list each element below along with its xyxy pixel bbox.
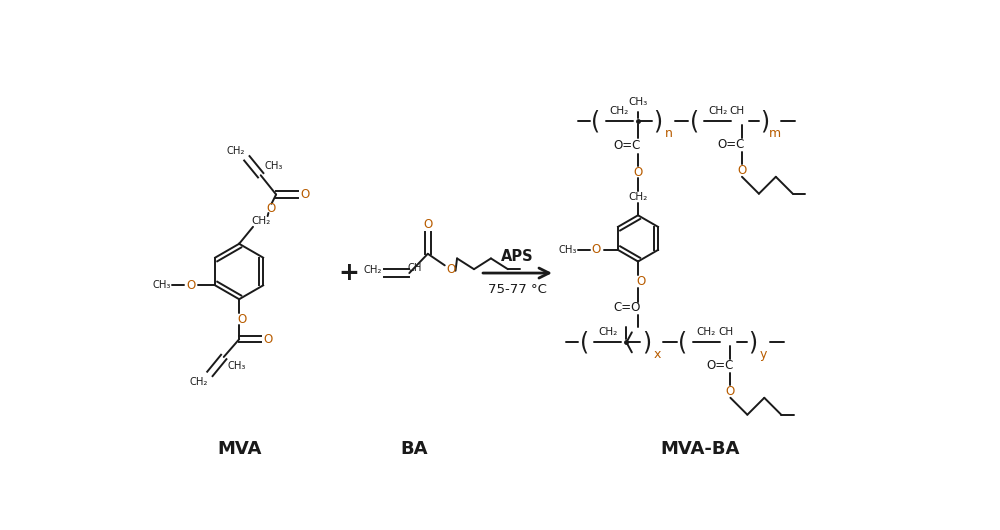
Text: CH₃: CH₃ bbox=[559, 245, 577, 255]
Text: $)$: $)$ bbox=[642, 329, 651, 355]
Text: CH₃: CH₃ bbox=[152, 280, 170, 290]
Text: MVA-BA: MVA-BA bbox=[660, 439, 739, 457]
Text: O: O bbox=[267, 202, 276, 215]
Text: APS: APS bbox=[501, 249, 534, 263]
Text: CH₂: CH₂ bbox=[628, 192, 648, 202]
Text: O: O bbox=[737, 164, 747, 177]
Text: $)$: $)$ bbox=[748, 329, 757, 355]
Text: O: O bbox=[726, 385, 735, 398]
Text: $($: $($ bbox=[590, 108, 600, 134]
Text: O=C: O=C bbox=[706, 359, 733, 372]
Text: CH₃: CH₃ bbox=[265, 161, 283, 171]
Text: m: m bbox=[769, 127, 781, 140]
Text: CH₂: CH₂ bbox=[363, 265, 382, 275]
Text: CH₂: CH₂ bbox=[190, 377, 208, 386]
Text: O: O bbox=[633, 166, 643, 179]
Text: O=C: O=C bbox=[717, 138, 745, 151]
Text: MVA: MVA bbox=[217, 439, 261, 457]
Text: O=C: O=C bbox=[614, 139, 641, 153]
Text: C=O: C=O bbox=[614, 301, 641, 314]
Text: $)$: $)$ bbox=[653, 108, 663, 134]
Text: BA: BA bbox=[400, 439, 428, 457]
Text: O: O bbox=[446, 263, 456, 276]
Text: CH₃: CH₃ bbox=[628, 97, 648, 107]
Text: CH₃: CH₃ bbox=[228, 361, 246, 371]
Text: O: O bbox=[592, 243, 601, 257]
Text: O: O bbox=[186, 279, 195, 292]
Text: CH₂: CH₂ bbox=[598, 328, 617, 337]
Text: CH₂: CH₂ bbox=[251, 216, 270, 226]
Text: CH₂: CH₂ bbox=[227, 146, 245, 156]
Text: +: + bbox=[339, 261, 360, 285]
Text: $($: $($ bbox=[689, 108, 698, 134]
Text: CH₂: CH₂ bbox=[697, 328, 716, 337]
Text: O: O bbox=[301, 188, 310, 201]
Text: 75-77 °C: 75-77 °C bbox=[488, 284, 547, 296]
Text: CH₂: CH₂ bbox=[610, 107, 629, 117]
Text: O: O bbox=[636, 275, 646, 288]
Text: y: y bbox=[760, 348, 767, 361]
Text: CH: CH bbox=[730, 107, 745, 117]
Text: $($: $($ bbox=[579, 329, 588, 355]
Text: O: O bbox=[264, 333, 273, 346]
Text: CH: CH bbox=[718, 328, 733, 337]
Text: CH: CH bbox=[408, 263, 422, 273]
Text: O: O bbox=[423, 218, 432, 231]
Text: n: n bbox=[665, 127, 673, 140]
Text: O: O bbox=[238, 313, 247, 326]
Text: $)$: $)$ bbox=[760, 108, 769, 134]
Text: $($: $($ bbox=[677, 329, 687, 355]
Text: x: x bbox=[654, 348, 661, 361]
Text: CH₂: CH₂ bbox=[708, 107, 727, 117]
